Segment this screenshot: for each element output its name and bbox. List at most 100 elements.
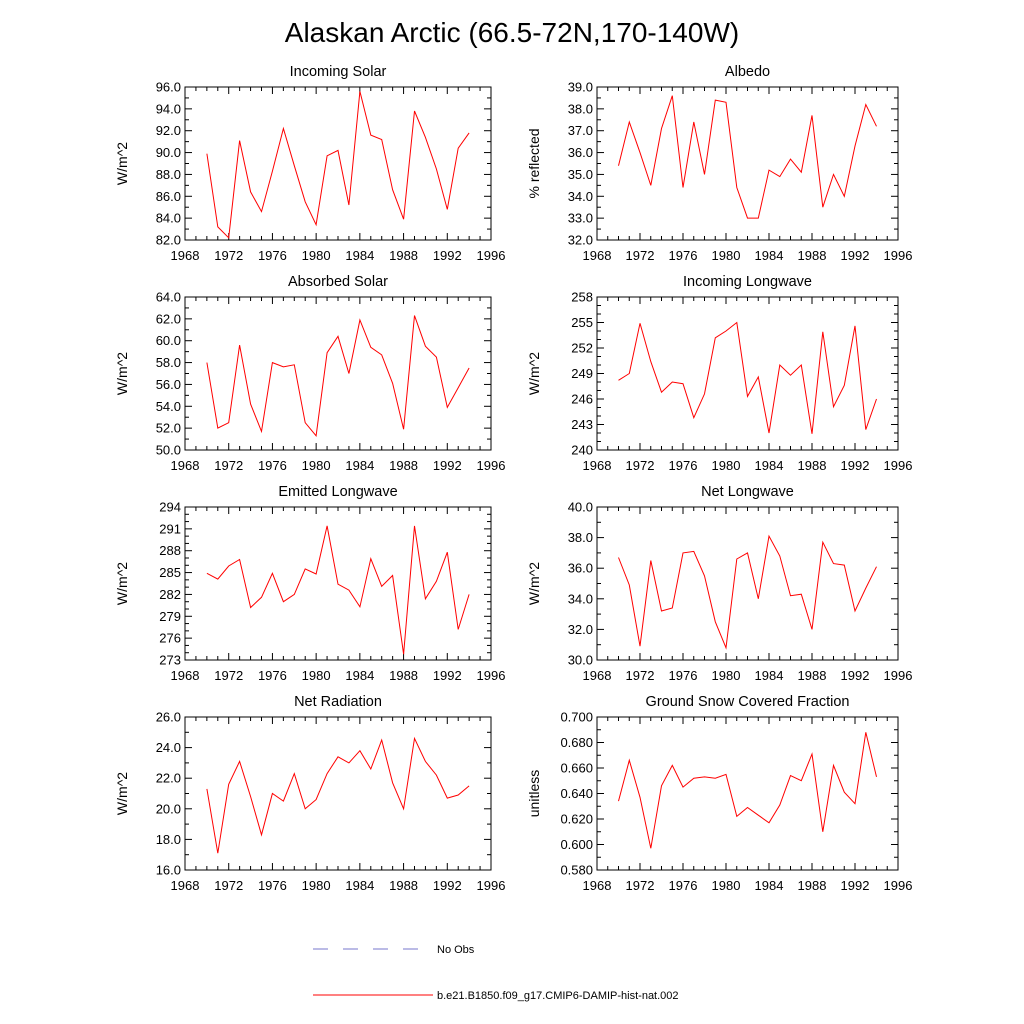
panel-title-albedo: Albedo — [725, 64, 770, 80]
x-tick-label-absorbed-solar: 1988 — [389, 458, 418, 473]
x-tick-label-incoming-longwave: 1976 — [669, 458, 698, 473]
plot-frame-net-longwave — [596, 506, 899, 661]
y-tick-label-emitted-longwave: 294 — [159, 500, 181, 515]
x-tick-label-ground-snow-covered-fraction: 1980 — [712, 878, 741, 893]
x-tick-label-net-longwave: 1984 — [755, 668, 784, 683]
y-tick-label-ground-snow-covered-fraction: 0.660 — [560, 761, 593, 776]
series-line-net-radiation — [206, 736, 470, 854]
x-tick-label-ground-snow-covered-fraction: 1976 — [669, 878, 698, 893]
x-tick-label-emitted-longwave: 1968 — [171, 668, 200, 683]
y-tick-label-albedo: 38.0 — [568, 101, 593, 116]
figure-title: Alaskan Arctic (66.5-72N,170-140W) — [285, 17, 739, 48]
y-tick-label-ground-snow-covered-fraction: 0.700 — [560, 710, 593, 725]
series-line-albedo — [618, 95, 877, 219]
x-tick-label-incoming-longwave: 1968 — [583, 458, 612, 473]
panel-net-radiation: Net Radiation W/m^2 1968 1972 1976 1980 1984 19… — [114, 694, 505, 893]
y-tick-label-albedo: 34.0 — [568, 189, 593, 204]
panel-emitted-longwave: Emitted Longwave W/m^2 1968 1972 1976 1980 198… — [114, 484, 505, 683]
x-tick-label-incoming-solar: 1996 — [477, 248, 506, 263]
y-tick-label-incoming-longwave: 246 — [571, 392, 593, 407]
y-tick-label-net-longwave: 40.0 — [568, 500, 593, 515]
y-axis-label-emitted-longwave: W/m^2 — [114, 562, 130, 605]
y-tick-label-ground-snow-covered-fraction: 0.580 — [560, 863, 593, 878]
y-tick-label-albedo: 35.0 — [568, 167, 593, 182]
y-tick-label-emitted-longwave: 276 — [159, 631, 181, 646]
series-line-emitted-longwave — [206, 525, 470, 655]
y-axis-label-net-longwave: W/m^2 — [526, 562, 542, 605]
y-tick-label-incoming-longwave: 258 — [571, 290, 593, 305]
panel-title-net-radiation: Net Radiation — [294, 694, 382, 710]
x-tick-label-net-radiation: 1996 — [477, 878, 506, 893]
panel-title-net-longwave: Net Longwave — [701, 484, 794, 500]
panel-title-emitted-longwave: Emitted Longwave — [278, 484, 397, 500]
x-tick-label-net-longwave: 1996 — [884, 668, 913, 683]
x-tick-label-emitted-longwave: 1988 — [389, 668, 418, 683]
y-tick-label-net-radiation: 22.0 — [156, 771, 181, 786]
y-tick-label-emitted-longwave: 291 — [159, 521, 181, 536]
y-axis-label-net-radiation: W/m^2 — [114, 772, 130, 815]
x-tick-label-albedo: 1968 — [583, 248, 612, 263]
y-tick-label-absorbed-solar: 54.0 — [156, 399, 181, 414]
y-tick-label-net-longwave: 32.0 — [568, 622, 593, 637]
chart-panels: Incoming Solar W/m^2 1968 1972 1976 1980 1984 1… — [114, 64, 912, 893]
y-tick-label-incoming-solar: 90.0 — [156, 145, 181, 160]
y-tick-label-net-radiation: 26.0 — [156, 710, 181, 725]
y-tick-label-absorbed-solar: 58.0 — [156, 355, 181, 370]
x-tick-label-ground-snow-covered-fraction: 1984 — [755, 878, 784, 893]
series-line-incoming-solar — [206, 91, 470, 239]
panel-absorbed-solar: Absorbed Solar W/m^2 1968 1972 1976 1980 1984 1… — [114, 274, 505, 473]
series-line-incoming-longwave — [618, 321, 877, 434]
x-tick-label-albedo: 1988 — [798, 248, 827, 263]
x-tick-label-net-longwave: 1972 — [626, 668, 655, 683]
y-tick-label-ground-snow-covered-fraction: 0.600 — [560, 837, 593, 852]
y-tick-label-absorbed-solar: 56.0 — [156, 377, 181, 392]
y-tick-label-incoming-longwave: 249 — [571, 366, 593, 381]
x-tick-label-incoming-solar: 1988 — [389, 248, 418, 263]
x-tick-label-absorbed-solar: 1992 — [433, 458, 462, 473]
panel-incoming-longwave: Incoming Longwave W/m^2 1968 1972 1976 1980 19… — [526, 274, 912, 473]
x-tick-label-ground-snow-covered-fraction: 1988 — [798, 878, 827, 893]
y-tick-label-incoming-solar: 88.0 — [156, 167, 181, 182]
x-tick-label-incoming-solar: 1972 — [214, 248, 243, 263]
y-tick-label-incoming-longwave: 243 — [571, 417, 593, 432]
y-tick-label-albedo: 37.0 — [568, 123, 593, 138]
x-tick-label-incoming-solar: 1992 — [433, 248, 462, 263]
y-tick-label-albedo: 32.0 — [568, 233, 593, 248]
panel-title-incoming-longwave: Incoming Longwave — [683, 274, 812, 290]
y-tick-label-absorbed-solar: 50.0 — [156, 443, 181, 458]
y-tick-label-albedo: 36.0 — [568, 145, 593, 160]
y-tick-label-net-radiation: 16.0 — [156, 863, 181, 878]
x-tick-label-net-radiation: 1988 — [389, 878, 418, 893]
panel-ground-snow-covered-fraction: Ground Snow Covered Fraction unitless 1968… — [526, 694, 912, 893]
x-tick-label-net-longwave: 1968 — [583, 668, 612, 683]
y-tick-label-incoming-longwave: 252 — [571, 341, 593, 356]
y-tick-label-net-radiation: 24.0 — [156, 740, 181, 755]
x-tick-label-incoming-solar: 1984 — [345, 248, 374, 263]
y-tick-label-incoming-longwave: 240 — [571, 443, 593, 458]
x-tick-label-incoming-solar: 1980 — [302, 248, 331, 263]
y-tick-label-incoming-solar: 96.0 — [156, 80, 181, 95]
x-tick-label-incoming-longwave: 1996 — [884, 458, 913, 473]
y-tick-label-absorbed-solar: 52.0 — [156, 421, 181, 436]
y-tick-label-ground-snow-covered-fraction: 0.620 — [560, 812, 593, 827]
x-tick-label-net-radiation: 1972 — [214, 878, 243, 893]
x-tick-label-incoming-solar: 1968 — [171, 248, 200, 263]
y-tick-label-emitted-longwave: 279 — [159, 609, 181, 624]
panel-net-longwave: Net Longwave W/m^2 1968 1972 1976 1980 1984 198… — [526, 484, 912, 683]
x-tick-label-albedo: 1972 — [626, 248, 655, 263]
y-tick-label-albedo: 33.0 — [568, 211, 593, 226]
y-tick-label-incoming-solar: 84.0 — [156, 211, 181, 226]
y-tick-label-emitted-longwave: 285 — [159, 565, 181, 580]
x-tick-label-net-radiation: 1980 — [302, 878, 331, 893]
x-tick-label-emitted-longwave: 1984 — [345, 668, 374, 683]
x-tick-label-incoming-longwave: 1992 — [841, 458, 870, 473]
y-tick-label-emitted-longwave: 273 — [159, 653, 181, 668]
x-tick-label-incoming-longwave: 1972 — [626, 458, 655, 473]
y-tick-label-absorbed-solar: 64.0 — [156, 290, 181, 305]
x-tick-label-emitted-longwave: 1976 — [258, 668, 287, 683]
y-tick-label-net-longwave: 34.0 — [568, 591, 593, 606]
x-tick-label-ground-snow-covered-fraction: 1972 — [626, 878, 655, 893]
y-tick-label-net-radiation: 18.0 — [156, 832, 181, 847]
x-tick-label-ground-snow-covered-fraction: 1968 — [583, 878, 612, 893]
